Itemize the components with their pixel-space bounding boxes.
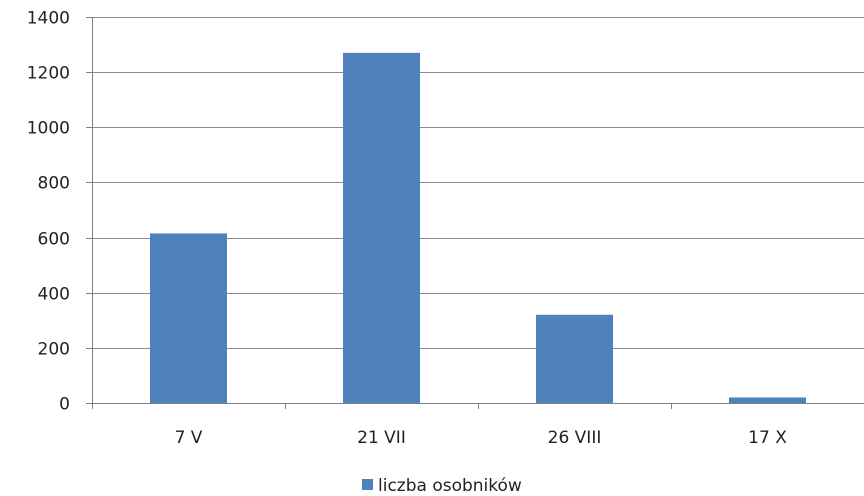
x-tick-label: 21 VII bbox=[357, 428, 406, 448]
legend-label: liczba osobników bbox=[378, 476, 522, 496]
x-tick-label: 26 VIII bbox=[548, 428, 602, 448]
x-axis-ticks bbox=[285, 403, 672, 409]
bar bbox=[729, 397, 806, 403]
bar bbox=[343, 52, 420, 403]
bar bbox=[150, 233, 227, 403]
x-tick-label: 17 X bbox=[748, 428, 787, 448]
y-tick-label: 600 bbox=[38, 230, 70, 250]
y-tick-label: 200 bbox=[38, 340, 70, 360]
legend-swatch bbox=[362, 479, 373, 490]
y-tick-label: 0 bbox=[59, 395, 70, 415]
legend: liczba osobników bbox=[362, 476, 522, 496]
y-tick-label: 800 bbox=[38, 174, 70, 194]
x-axis-tick-labels: 7 V 21 VII 26 VIII 17 X bbox=[175, 428, 788, 448]
bar bbox=[536, 314, 613, 403]
y-tick-label: 1200 bbox=[27, 64, 70, 84]
y-tick-label: 1400 bbox=[27, 9, 70, 29]
y-tick-label: 400 bbox=[38, 285, 70, 305]
y-axis-tick-labels: 0 200 400 600 800 1000 1200 1400 bbox=[27, 9, 70, 415]
bars bbox=[150, 52, 806, 403]
x-tick-label: 7 V bbox=[175, 428, 203, 448]
y-tick-label: 1000 bbox=[27, 119, 70, 139]
